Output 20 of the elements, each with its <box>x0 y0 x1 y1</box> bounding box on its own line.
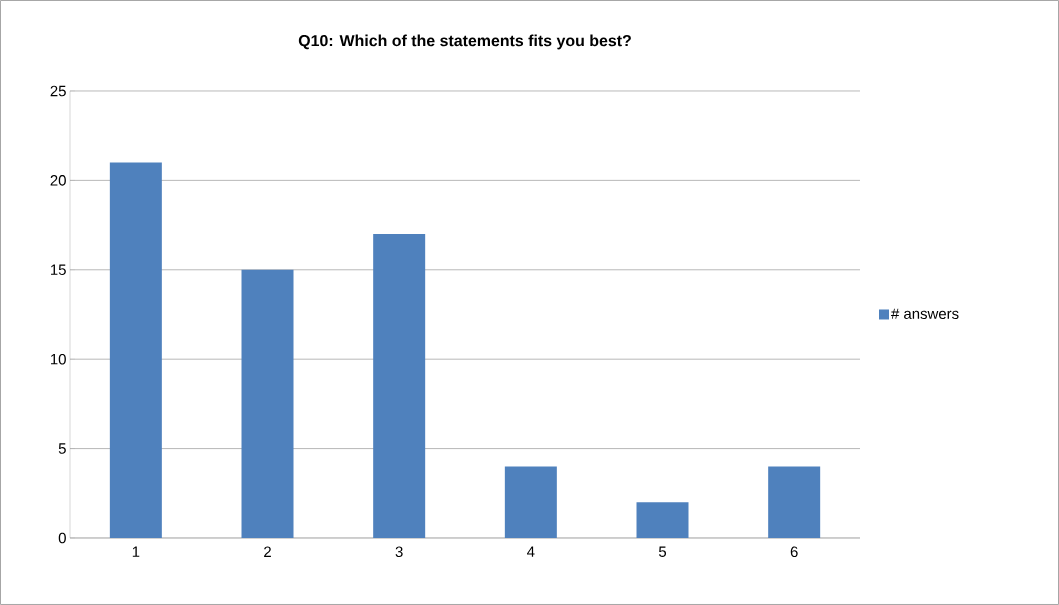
y-tick-label: 25 <box>50 85 66 97</box>
chart-title: Q10: Which of the statements fits you best? <box>298 34 631 50</box>
y-tick-label: 15 <box>51 264 66 275</box>
y-tick-label: 20 <box>50 175 66 186</box>
y-tick-label: 5 <box>58 443 66 454</box>
x-tick-label: 6 <box>790 546 798 558</box>
bar <box>636 502 689 538</box>
x-tick-label: 1 <box>132 546 140 557</box>
x-tick-label: 4 <box>527 546 535 557</box>
x-tick-label: 2 <box>264 546 271 557</box>
bar <box>504 466 557 538</box>
bar <box>373 234 426 538</box>
x-tick-label: 5 <box>658 546 667 557</box>
bar <box>109 162 162 538</box>
bar <box>241 269 294 538</box>
legend-label: # answers <box>891 308 959 319</box>
y-tick-label: 0 <box>58 532 66 544</box>
y-tick-label: 10 <box>51 353 66 365</box>
x-tick-label: 3 <box>395 546 403 558</box>
bar <box>768 466 821 538</box>
